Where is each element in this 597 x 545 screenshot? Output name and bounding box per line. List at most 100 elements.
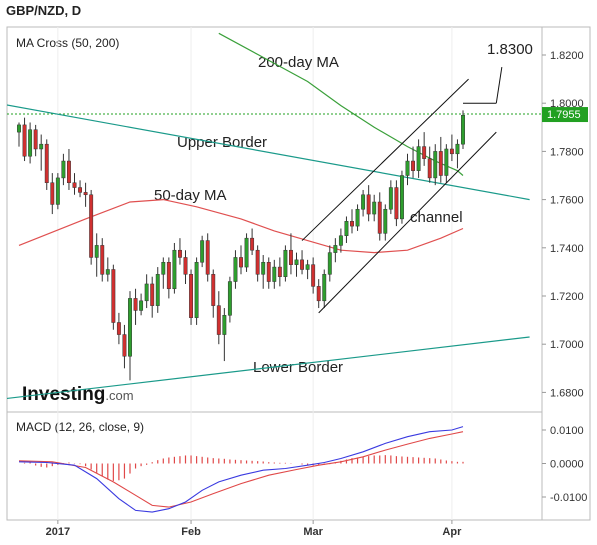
candle-up — [355, 208, 360, 227]
candle — [350, 209, 354, 234]
candle-down — [266, 262, 271, 282]
candle — [128, 291, 132, 381]
candle — [322, 269, 327, 309]
candle — [222, 308, 227, 362]
candle-up — [294, 259, 299, 265]
last-price-tag: 1.7955 — [542, 107, 588, 123]
ma200-annotation: 200-day MA — [258, 54, 339, 71]
candle — [200, 235, 205, 268]
ma200-line — [218, 32, 464, 176]
candle-up — [194, 262, 199, 318]
candle-up — [416, 146, 421, 171]
channel-annotation: channel — [410, 209, 463, 226]
candle-down — [289, 249, 293, 265]
candle — [33, 124, 38, 157]
candle-down — [366, 194, 371, 215]
candle — [122, 324, 127, 369]
candle — [111, 264, 116, 330]
candle — [133, 288, 138, 325]
candle-down — [449, 148, 454, 155]
candle — [449, 134, 454, 162]
candle — [388, 180, 393, 215]
candle — [227, 276, 232, 323]
candle-up — [94, 245, 99, 258]
ma50-annotation: 50-day MA — [154, 187, 227, 204]
candle-up — [155, 274, 160, 306]
candle-up — [28, 129, 33, 157]
candle — [194, 257, 199, 325]
candle-up — [333, 245, 338, 253]
candle — [344, 216, 349, 243]
candle-down — [133, 298, 138, 311]
candle-up — [233, 257, 238, 282]
candle-down — [350, 221, 354, 227]
candle-up — [144, 283, 149, 302]
candle — [183, 250, 188, 284]
candle-up — [105, 269, 110, 275]
candle — [205, 233, 210, 282]
candle — [233, 250, 238, 289]
candle — [361, 189, 366, 217]
macd-signal-line — [18, 431, 464, 508]
candle — [433, 144, 438, 186]
candle — [377, 192, 382, 241]
candle — [400, 170, 404, 224]
candle — [166, 257, 171, 299]
candle — [461, 110, 465, 149]
candle — [155, 267, 160, 313]
candle-down — [78, 187, 82, 193]
candle-up — [244, 237, 249, 268]
candle-up — [344, 221, 349, 236]
y-tick-label: 1.7600 — [550, 195, 584, 207]
candle-up — [128, 298, 132, 357]
candle — [67, 148, 71, 190]
candle — [272, 259, 277, 289]
candle — [100, 238, 105, 282]
candle — [300, 250, 305, 275]
candle-down — [122, 334, 127, 357]
candle-down — [311, 264, 316, 287]
candle-down — [44, 143, 49, 183]
candle — [61, 153, 66, 186]
chart-frame — [6, 26, 591, 521]
candle-down — [255, 249, 260, 275]
candle — [72, 173, 77, 195]
target-annotation: 1.8300 — [487, 41, 533, 58]
last-price-label: 1.7955 — [547, 109, 581, 121]
candle-down — [239, 257, 243, 268]
candle-down — [150, 283, 155, 306]
candle-down — [211, 274, 216, 306]
upper-border-annotation: Upper Border — [177, 134, 267, 151]
candle-up — [444, 148, 449, 176]
candle-down — [316, 286, 321, 302]
candle — [366, 185, 371, 222]
x-tick-label: Feb — [181, 526, 201, 538]
candle — [22, 117, 27, 162]
candle — [327, 245, 332, 282]
candle — [261, 255, 266, 289]
candle-down — [250, 237, 255, 251]
candle-down — [33, 129, 38, 150]
candle-down — [22, 124, 27, 157]
candle — [78, 180, 82, 198]
candle — [150, 276, 155, 318]
candle — [39, 134, 44, 171]
candle — [277, 257, 282, 287]
candle-up — [305, 264, 310, 270]
candle-down — [422, 146, 427, 159]
candle — [172, 242, 177, 294]
y-tick-label: 1.7400 — [550, 243, 584, 255]
candle-up — [338, 235, 343, 246]
candle — [411, 146, 416, 178]
candle-up — [200, 240, 205, 263]
candle — [316, 279, 321, 309]
candle — [338, 228, 343, 253]
candle-up — [227, 281, 232, 316]
candle — [394, 180, 399, 227]
candle-up — [400, 175, 404, 220]
candle — [17, 122, 21, 147]
candle-down — [216, 305, 221, 335]
candle-down — [178, 249, 182, 258]
candle-up — [61, 160, 66, 179]
y-tick-label: 1.6800 — [550, 387, 584, 399]
